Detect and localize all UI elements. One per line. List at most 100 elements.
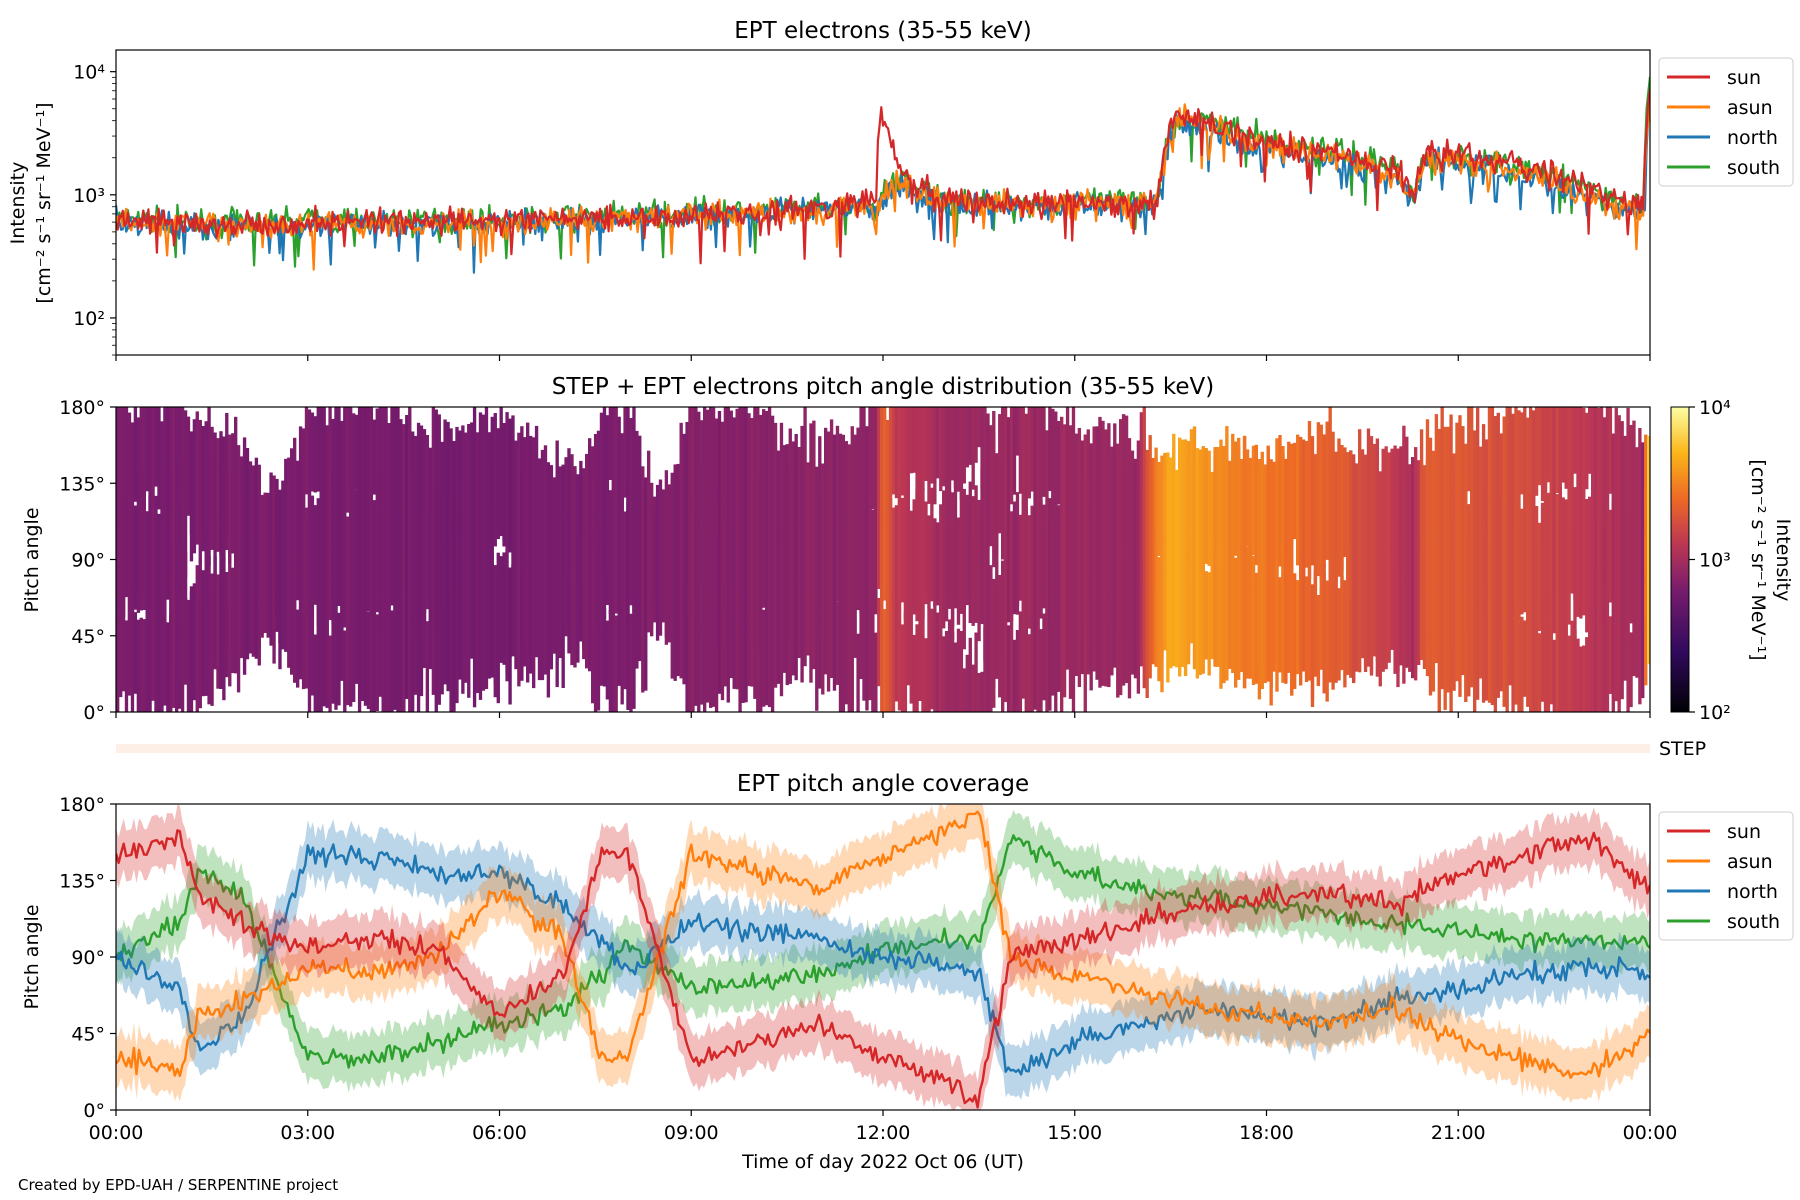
heatmap-cell (163, 626, 167, 706)
heatmap-cell (968, 637, 972, 712)
heatmap-cell (650, 497, 654, 628)
heatmap-cell (1068, 530, 1073, 619)
heatmap-cell (977, 407, 981, 448)
heatmap-cell (340, 420, 344, 530)
heatmap-cell (1502, 576, 1506, 707)
heatmap-cell (930, 407, 934, 484)
heatmap-cell (759, 515, 763, 639)
heatmap-cell (313, 416, 317, 493)
heatmap-cell (918, 502, 922, 598)
heatmap-cell (301, 529, 306, 615)
heatmap-cell (166, 467, 170, 571)
heatmap-cell (582, 468, 586, 581)
legend-label-sun: sun (1727, 821, 1761, 843)
heatmap-cell (585, 530, 589, 660)
y-tick-label: 180° (59, 794, 105, 816)
heatmap-cell (1160, 455, 1164, 570)
heatmap-cell (1343, 447, 1347, 550)
heatmap-cell (732, 594, 736, 689)
heatmap-cell (198, 419, 202, 507)
heatmap-cell (1237, 560, 1241, 646)
heatmap-cell (157, 407, 161, 510)
heatmap-cell (1419, 550, 1424, 660)
heatmap-cell (903, 407, 908, 524)
heatmap-cell (1446, 569, 1450, 693)
heatmap-cell (599, 607, 604, 686)
heatmap-cell (950, 407, 955, 481)
y-tick-label: 45° (71, 626, 105, 648)
heatmap-cell (1511, 624, 1515, 712)
heatmap-cell (1478, 600, 1483, 679)
heatmap-cell (416, 587, 421, 712)
heatmap-cell (859, 602, 863, 679)
heatmap-cell (1402, 475, 1406, 558)
heatmap-cell (694, 600, 698, 706)
heatmap-cell (647, 483, 651, 596)
heatmap-cell (635, 491, 639, 601)
heatmap-cell (1481, 609, 1486, 703)
heatmap-cell (868, 574, 872, 701)
heatmap-cell (632, 584, 636, 709)
heatmap-cell (1617, 600, 1621, 712)
heatmap-cell (1260, 451, 1264, 528)
heatmap-cell (523, 437, 527, 551)
heatmap-cell (641, 560, 645, 693)
heatmap-cell (688, 600, 692, 712)
heatmap-cell (894, 407, 899, 499)
heatmap-cell (1473, 600, 1477, 712)
heatmap-cell (1608, 509, 1613, 594)
heatmap-cell (1417, 460, 1421, 537)
heatmap-cell (127, 596, 132, 696)
heatmap-cell (629, 418, 633, 553)
heatmap-cell (593, 582, 598, 712)
heatmap-cell (1452, 489, 1456, 570)
heatmap-cell (290, 448, 294, 533)
heatmap-cell (413, 600, 418, 695)
heatmap-cell (1443, 593, 1447, 710)
heatmap-cell (968, 481, 972, 599)
heatmap-cell (623, 407, 627, 498)
heatmap-cell (443, 419, 447, 548)
heatmap-cell (511, 544, 515, 657)
heatmap-cell (1523, 475, 1527, 592)
heatmap-cell (564, 549, 568, 637)
heatmap-cell (605, 620, 610, 700)
heatmap-cell (177, 620, 182, 709)
heatmap-cell (726, 524, 730, 647)
heatmap-cell (1446, 486, 1450, 570)
heatmap-cell (903, 505, 908, 582)
heatmap-cell (1222, 567, 1226, 684)
heatmap-cell (331, 502, 335, 624)
heatmap-cell (343, 515, 347, 628)
heatmap-cell (1293, 455, 1297, 540)
legend-label-north: north (1727, 127, 1778, 149)
heatmap-cell (1068, 425, 1073, 546)
heatmap-cell (936, 407, 940, 479)
heatmap-cell (1599, 515, 1604, 638)
heatmap-cell (1124, 415, 1129, 547)
heatmap-cell (682, 581, 686, 685)
heatmap-cell (437, 414, 441, 498)
heatmap-cell (738, 602, 742, 712)
heatmap-cell (1331, 466, 1335, 581)
heatmap-cell (1605, 407, 1610, 522)
heatmap-cell (1021, 604, 1025, 699)
colorbar-tick-label: 10³ (1699, 550, 1731, 572)
heatmap-cell (393, 597, 397, 710)
heatmap-cell (349, 536, 353, 634)
heatmap-cell (1478, 446, 1483, 532)
heatmap-cell (307, 409, 312, 511)
heatmap-cell (567, 533, 571, 654)
heatmap-cell (1458, 582, 1462, 697)
heatmap-cell (378, 407, 382, 508)
heatmap-cell (440, 582, 444, 695)
heatmap-cell (1057, 522, 1061, 629)
heatmap-cell (1511, 528, 1515, 658)
x-tick-label: 03:00 (280, 1122, 335, 1144)
heatmap-cell (883, 477, 887, 600)
heatmap-cell (151, 603, 155, 701)
heatmap-cell (1360, 578, 1365, 657)
heatmap-cell (706, 586, 710, 703)
heatmap-cell (157, 612, 161, 712)
